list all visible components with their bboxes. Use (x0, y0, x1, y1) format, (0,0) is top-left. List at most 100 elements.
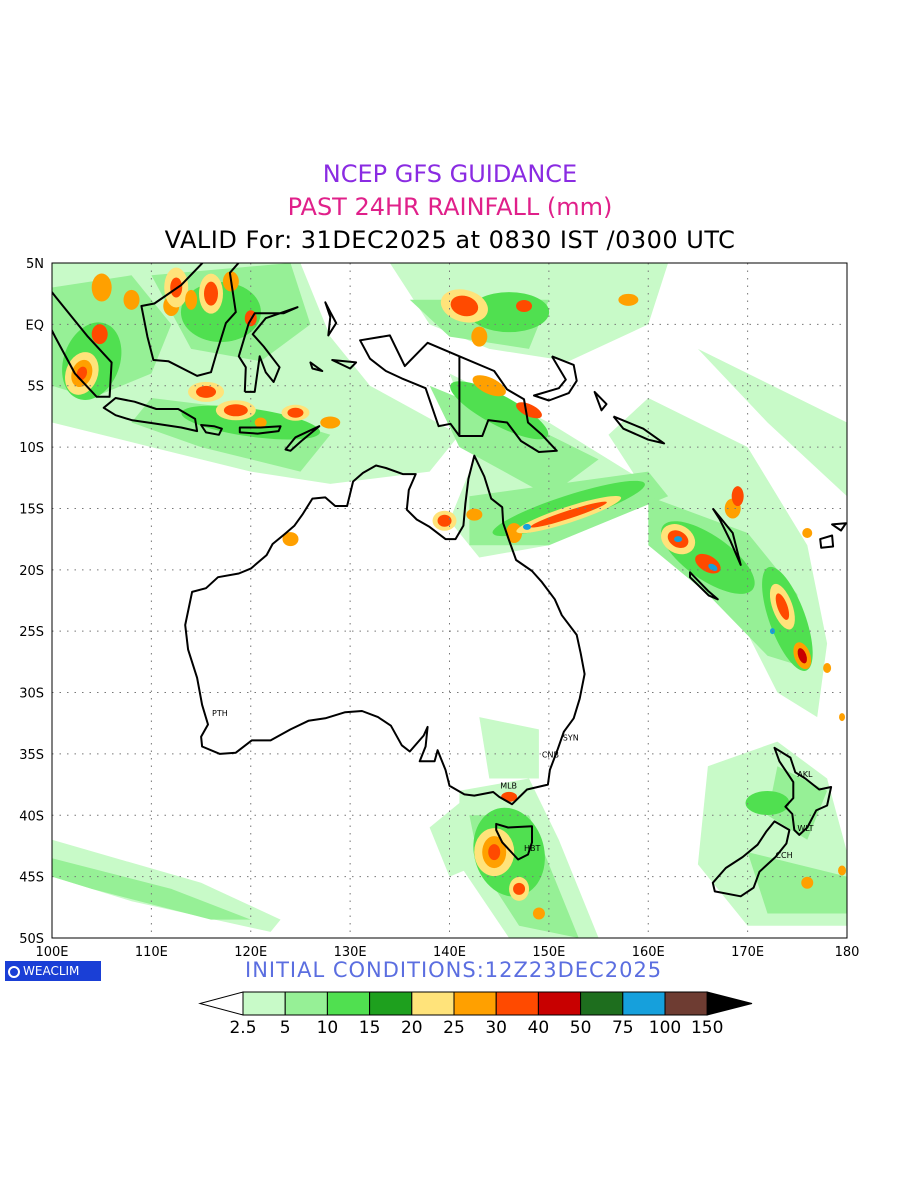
vanuatu-coast (711, 507, 742, 566)
rain-cell (488, 844, 501, 861)
color-legend-bar (198, 991, 753, 1016)
rain-cell (775, 593, 790, 620)
legend-swatch (622, 991, 666, 1016)
rain-cell (282, 532, 299, 547)
lon-label: 100E (35, 945, 68, 960)
rain-cell (471, 326, 488, 347)
lon-label: 140E (433, 945, 466, 960)
circle-logo-icon (8, 966, 20, 978)
rain-nz-south (747, 852, 847, 914)
station-pth: PTH (212, 709, 228, 718)
rain-cell (91, 324, 108, 345)
lon-label: 110E (135, 945, 168, 960)
legend-swatch (453, 991, 497, 1016)
rain-cell (466, 508, 483, 521)
lat-label: 30S (19, 687, 44, 702)
lon-label: 150E (532, 945, 565, 960)
longitude-labels: 100E 110E 120E 130E 140E 150E 160E 170E 180 (35, 945, 859, 960)
bali-lombok-coast (200, 424, 223, 436)
sumatra-coast (52, 290, 113, 398)
java-coast (102, 397, 199, 433)
borneo-coast (140, 263, 240, 377)
rain-cell (839, 713, 846, 722)
legend-label: 2.5 (229, 1018, 257, 1038)
legend-swatch (242, 991, 286, 1016)
rain-cell (708, 563, 718, 571)
legend-swatch (284, 991, 328, 1016)
lon-label: 180 (835, 945, 860, 960)
lat-label: 10S (19, 441, 44, 456)
station-syn: SYN (563, 733, 579, 742)
lat-label: 5N (26, 257, 44, 272)
lon-label: 130E (334, 945, 367, 960)
station-cch: CCH (775, 851, 792, 860)
rain-cell-png (450, 381, 549, 440)
sulawesi-coast (237, 306, 299, 393)
australia-coast (184, 454, 586, 806)
lon-label: 170E (731, 945, 764, 960)
lat-label: 5S (27, 380, 44, 395)
tasmania-coast (495, 822, 533, 861)
vanua-levu-coast (831, 522, 847, 532)
legend-swatch (495, 991, 539, 1016)
flores-coast (238, 425, 282, 435)
rain-cell (618, 293, 639, 306)
rain-cell-nz (745, 791, 790, 815)
station-cnb: CNB (542, 751, 559, 760)
legend-low-arrow (198, 991, 244, 1016)
rain-cell (254, 417, 267, 428)
rain-cell (516, 299, 533, 312)
rain-cell (523, 523, 532, 530)
buru-coast (309, 361, 324, 372)
legend-label: 75 (611, 1018, 634, 1038)
lon-label: 120E (234, 945, 267, 960)
station-akl: AKL (797, 770, 813, 779)
station-mlb: MLB (500, 781, 517, 790)
latitude-labels: 5N EQ 5S 10S 15S 20S 25S 30S 35S 40S 45S 50S (19, 257, 44, 947)
title-valid-time: VALID For: 31DEC2025 at 0830 IST /0300 U… (164, 226, 736, 254)
rain-cell-lesser-sunda (181, 405, 321, 440)
rain-cell (823, 663, 832, 673)
seram-coast (331, 359, 358, 370)
initial-conditions: INITIAL CONDITIONS:12Z23DEC2025 (245, 958, 663, 982)
lat-label: 40S (19, 809, 44, 824)
title-model: NCEP GFS GUIDANCE (322, 160, 578, 188)
lon-label: 160E (632, 945, 665, 960)
halmahera-coast (324, 301, 338, 337)
rain-cell (223, 404, 248, 417)
lat-label: 15S (19, 502, 44, 517)
rain-cell (802, 528, 813, 538)
lat-label: 35S (19, 748, 44, 763)
legend-label: 150 (690, 1018, 724, 1038)
rain-cell (532, 907, 545, 920)
rain-southern-band (52, 839, 281, 932)
legend-swatch (411, 991, 455, 1016)
station-wlt: WLT (797, 824, 813, 833)
rain-se-inland (479, 717, 539, 779)
rain-cell (287, 407, 304, 418)
nz-south-island (711, 820, 791, 898)
legend-label: 5 (279, 1018, 291, 1038)
rain-cell (797, 648, 807, 664)
rain-png (429, 385, 599, 497)
station-hbt: HBT (524, 844, 541, 853)
legend-high-arrow (706, 991, 753, 1016)
rain-java-sea (131, 398, 331, 472)
legend-swatch (326, 991, 371, 1016)
rain-cell (472, 375, 506, 397)
legend-label: 100 (648, 1018, 682, 1038)
rain-cell (530, 501, 607, 528)
solomon-coast (612, 415, 666, 445)
legend-label: 10 (316, 1018, 339, 1038)
rain-cell (91, 273, 112, 302)
legend-swatch (580, 991, 624, 1016)
legend-swatch (369, 991, 413, 1016)
rain-cell (437, 514, 452, 527)
new-caledonia-coast (689, 571, 719, 601)
station-markers: PTH SYN CNB MLB HBT WLT CCH AKL (212, 709, 814, 860)
rain-cell (185, 289, 198, 310)
rain-cell (513, 882, 526, 895)
weaclim-logo: WEACLIM (5, 961, 101, 981)
lat-label: 25S (19, 625, 44, 640)
